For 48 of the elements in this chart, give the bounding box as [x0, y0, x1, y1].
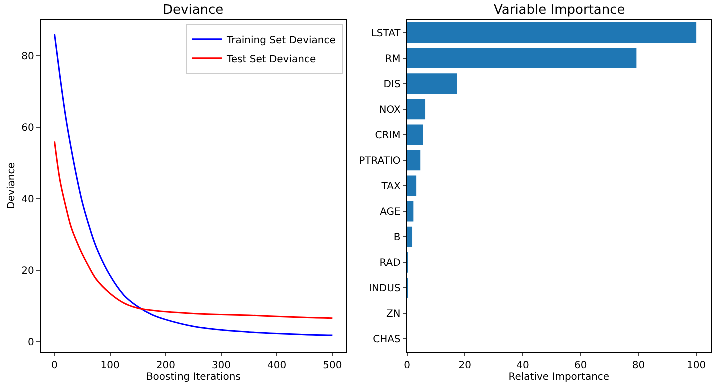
- x-tick-label: 300: [212, 360, 232, 372]
- chart-title: Deviance: [163, 3, 224, 18]
- y-tick-label: NOX: [379, 104, 401, 116]
- bar: [407, 176, 417, 196]
- bar: [407, 99, 426, 120]
- y-tick-label: CHAS: [373, 334, 401, 346]
- bar: [407, 22, 697, 43]
- x-tick-label: 40: [516, 360, 530, 372]
- legend-label: Training Set Deviance: [226, 35, 336, 46]
- y-tick-label: 0: [28, 337, 34, 348]
- x-tick-label: 400: [268, 360, 287, 372]
- legend-label: Test Set Deviance: [226, 54, 316, 66]
- y-tick-label: RAD: [380, 258, 402, 270]
- x-tick-label: 80: [632, 360, 646, 372]
- y-tick-label: 80: [22, 51, 34, 62]
- x-tick-label: 200: [156, 360, 176, 372]
- x-axis-title: Boosting Iterations: [146, 372, 241, 383]
- bar: [407, 226, 413, 248]
- bar: [407, 74, 458, 94]
- x-axis-title: Relative Importance: [508, 372, 610, 383]
- line-series: [54, 140, 334, 320]
- y-tick-label: RM: [385, 54, 401, 65]
- x-tick-label: 20: [458, 360, 472, 372]
- line-series: [54, 34, 334, 336]
- y-axis-title: Deviance: [6, 162, 18, 210]
- y-tick-label: LSTAT: [371, 28, 402, 40]
- bar: [407, 48, 637, 69]
- bar: [407, 201, 414, 222]
- chart-title: Variable Importance: [494, 3, 626, 18]
- y-tick-label: ZN: [386, 309, 401, 320]
- bar: [407, 124, 424, 146]
- x-tick-label: 100: [100, 360, 120, 372]
- x-tick-label: 0: [404, 360, 410, 372]
- x-tick-label: 100: [687, 360, 706, 372]
- y-tick-label: PTRATIO: [359, 156, 401, 167]
- y-tick-label: B: [394, 232, 401, 244]
- bar: [407, 150, 421, 171]
- x-tick-label: 500: [323, 360, 342, 372]
- y-tick-label: TAX: [380, 182, 401, 192]
- y-tick-label: CRIM: [375, 130, 401, 142]
- y-tick-label: DIS: [384, 79, 401, 90]
- x-tick-label: 60: [574, 360, 588, 372]
- y-tick-label: AGE: [380, 207, 401, 218]
- y-tick-label: INDUS: [369, 284, 401, 295]
- y-tick-label: 60: [22, 122, 34, 134]
- y-tick-label: 20: [22, 266, 34, 277]
- y-tick-label: 40: [22, 194, 34, 206]
- x-tick-label: 0: [52, 360, 58, 372]
